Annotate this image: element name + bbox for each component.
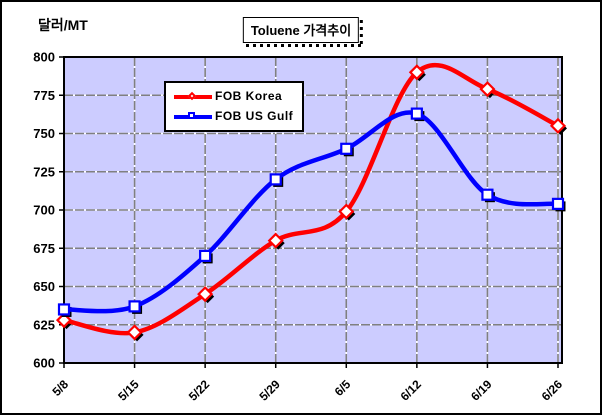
svg-text:5/29: 5/29 xyxy=(256,377,283,404)
legend-item-fob-korea: FOB Korea xyxy=(174,89,294,103)
svg-text:675: 675 xyxy=(33,241,55,256)
fob-korea-series-icon xyxy=(174,90,212,103)
y-axis-unit-label: 달러/MT xyxy=(38,17,88,33)
x-axis-labels: 5/8 5/15 5/22 5/29 6/5 6/12 6/19 6/26 xyxy=(49,377,565,404)
svg-text:750: 750 xyxy=(33,126,55,141)
legend-label-fob-korea: FOB Korea xyxy=(215,89,283,103)
svg-text:700: 700 xyxy=(33,203,55,218)
fob-us-gulf-series-icon xyxy=(174,110,212,123)
svg-text:625: 625 xyxy=(33,317,55,332)
svg-text:725: 725 xyxy=(33,164,55,179)
svg-text:6/12: 6/12 xyxy=(398,377,425,404)
svg-text:6/26: 6/26 xyxy=(539,377,566,404)
legend-label-fob-us-gulf: FOB US Gulf xyxy=(215,109,294,123)
svg-text:6/5: 6/5 xyxy=(332,377,354,399)
svg-text:5/15: 5/15 xyxy=(115,377,142,404)
chart-title: Toluene 가격추이 xyxy=(242,17,364,47)
svg-text:800: 800 xyxy=(33,50,55,65)
svg-text:650: 650 xyxy=(33,279,55,294)
series-fob-us-gulf xyxy=(57,107,566,317)
svg-text:775: 775 xyxy=(33,88,55,103)
axis-ticks xyxy=(59,56,559,368)
svg-text:5/8: 5/8 xyxy=(49,377,71,399)
svg-text:5/22: 5/22 xyxy=(186,377,213,404)
svg-text:600: 600 xyxy=(33,356,55,371)
y-axis-labels: 600 625 650 675 700 725 750 775 800 xyxy=(33,50,55,371)
svg-text:6/19: 6/19 xyxy=(468,377,495,404)
series-fob-korea xyxy=(55,63,567,342)
legend: FOB Korea FOB US Gulf xyxy=(164,81,304,132)
legend-item-fob-us-gulf: FOB US Gulf xyxy=(174,109,294,123)
